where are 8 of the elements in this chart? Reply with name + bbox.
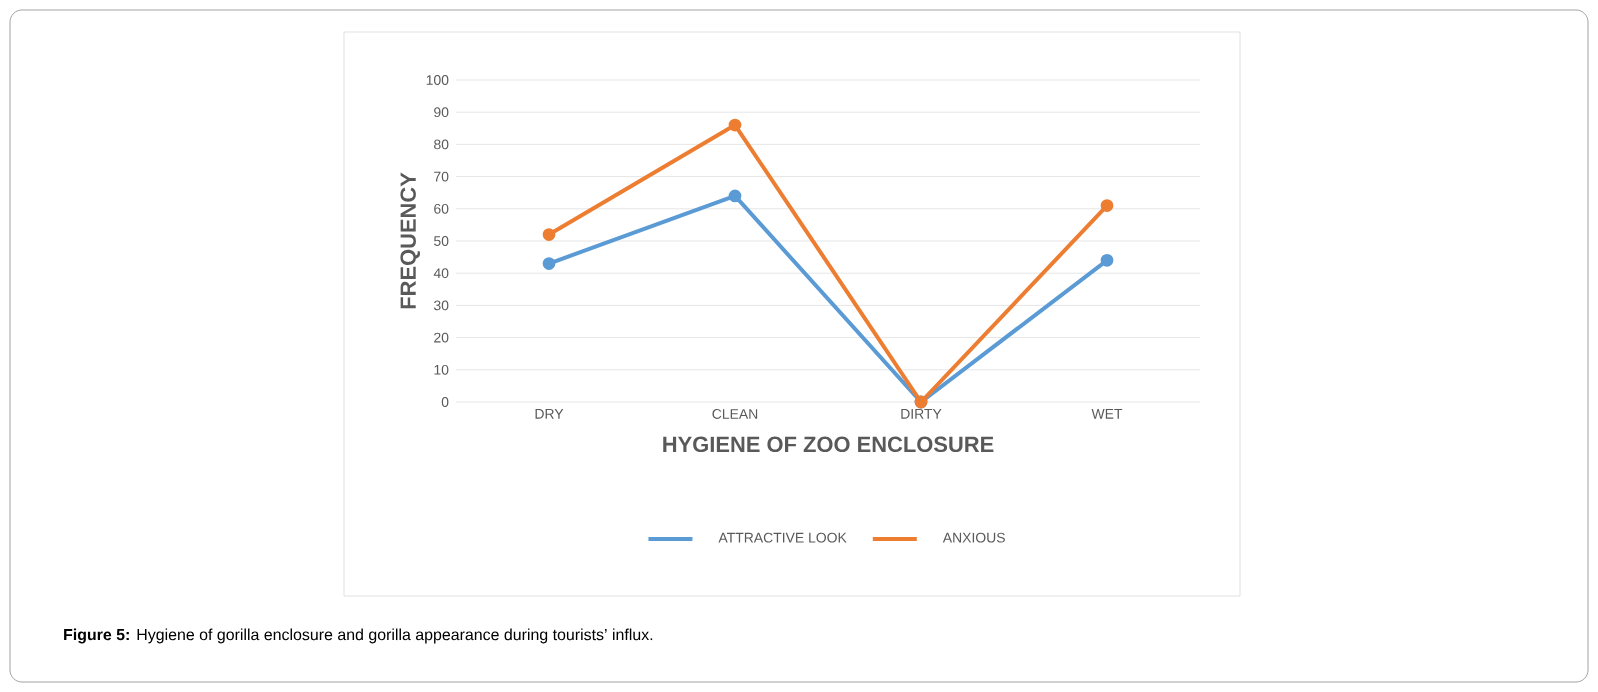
- point: [1100, 199, 1114, 212]
- y-axis-title: FREQUENCY: [400, 172, 421, 309]
- point: [728, 118, 742, 132]
- point: [542, 228, 556, 241]
- x-axis-title: HYGIENE OF ZOO ENCLOSURE: [663, 436, 994, 453]
- point: [728, 189, 742, 203]
- point: [542, 257, 556, 270]
- point: [1100, 253, 1114, 267]
